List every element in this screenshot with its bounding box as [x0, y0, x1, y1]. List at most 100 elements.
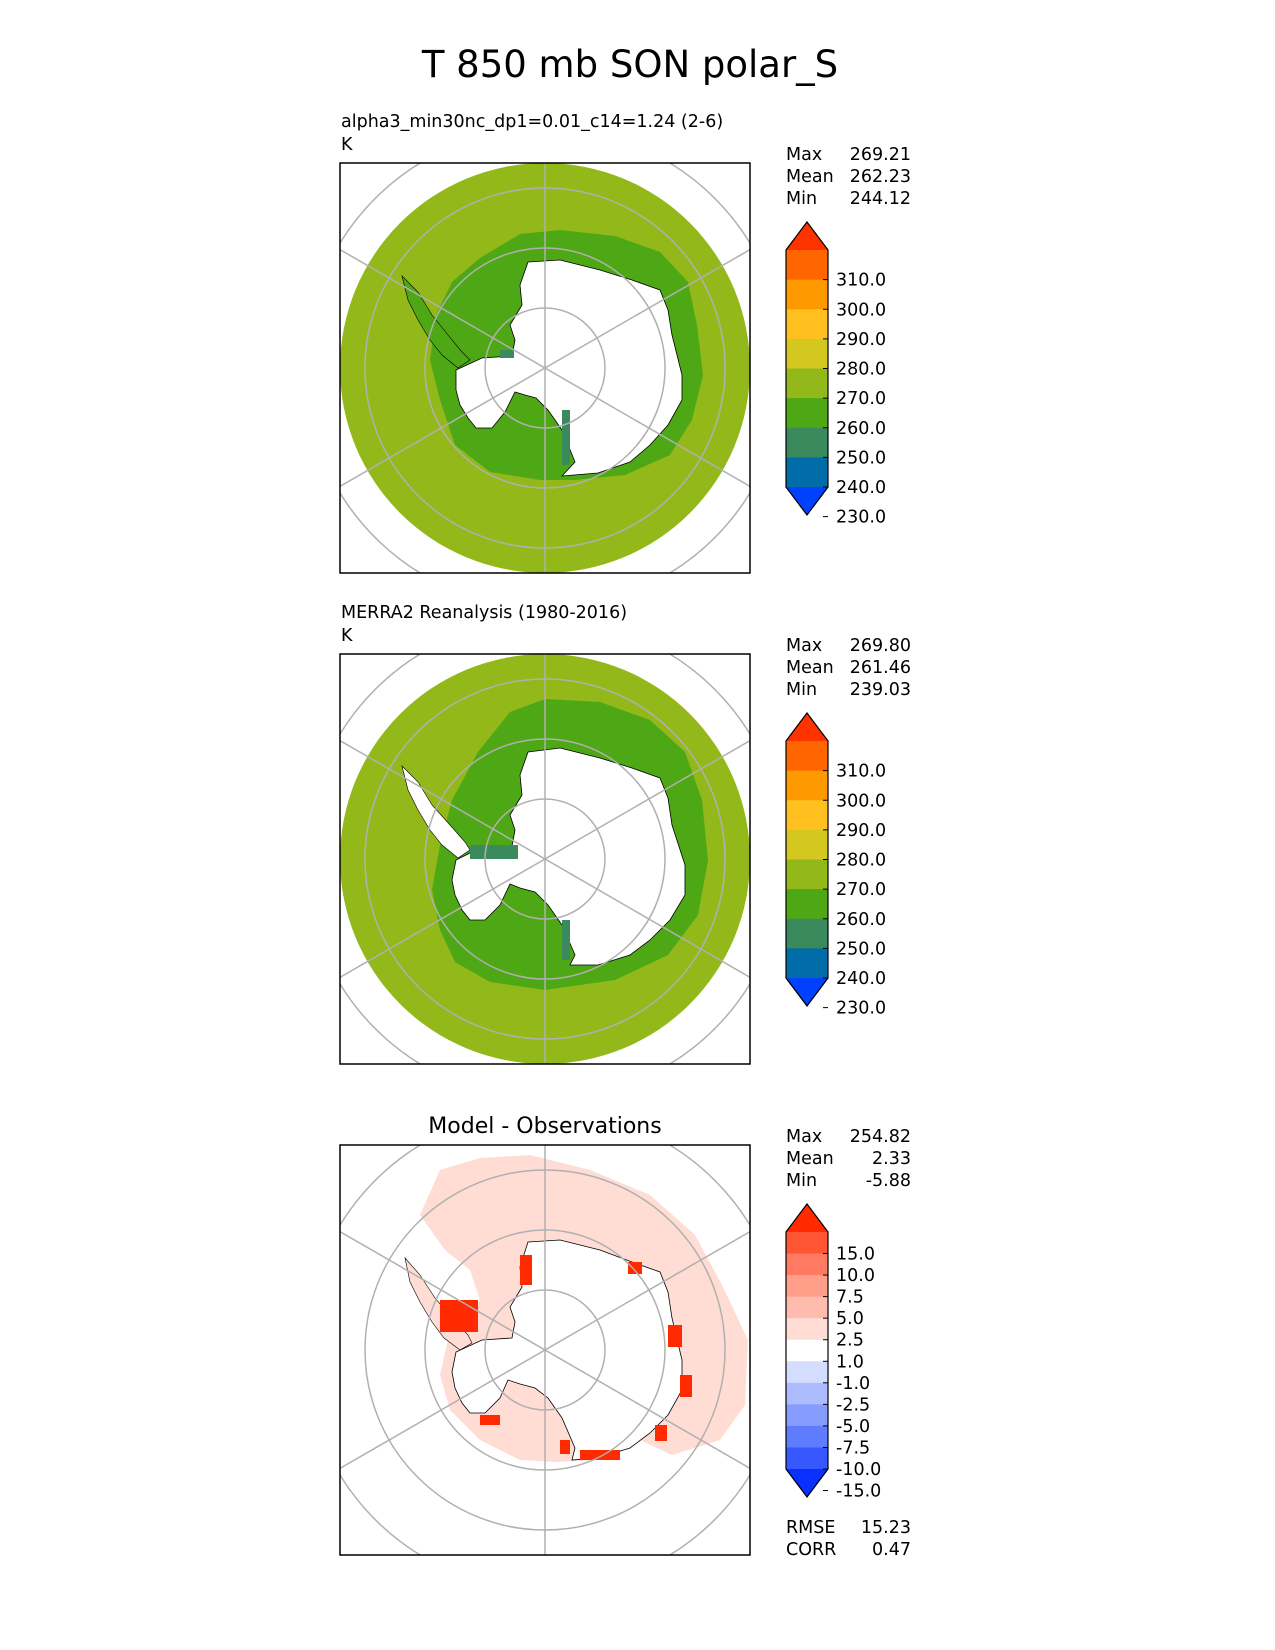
colorbar-tick-label: 310.0 [836, 271, 886, 291]
colorbar-segment [786, 1253, 828, 1276]
stat-max-label: Max [786, 1127, 822, 1147]
metric-corr-label: CORR [786, 1540, 836, 1560]
colorbar-tick-label: 270.0 [836, 389, 886, 409]
panel-observations-colorbar: 310.0 300.0 290.0 280.0 270.0 260.0 250.0 240.0… [785, 712, 886, 1019]
panel-difference: Model - Observations [339, 1114, 911, 1560]
antarctica-landmass [451, 1239, 683, 1461]
stat-mean-value: 261.46 [850, 658, 911, 678]
panel-observations-stats: Max 269.80 Mean 261.46 Min 239.03 [786, 636, 911, 700]
colorbar-tick-label: 240.0 [836, 969, 886, 989]
colorbar-tick-label: 7.5 [836, 1288, 864, 1308]
antarctica-landmass [455, 259, 683, 477]
panel-model-map [340, 163, 750, 573]
colorbar-tick-label: -10.0 [836, 1460, 881, 1480]
colorbar-extend-bottom [786, 487, 828, 515]
panel-model-frame [339, 162, 751, 574]
figure-title: T 850 mb SON polar_S [421, 43, 838, 86]
panel-model-stats: Max 269.21 Mean 262.23 Min 244.12 [786, 145, 911, 209]
stat-max-label: Max [786, 636, 822, 656]
colorbar-extend-top [786, 222, 828, 250]
colorbar-tick-label: 280.0 [836, 851, 886, 871]
panel-difference-stats: Max 254.82 Mean 2.33 Min -5.88 [786, 1127, 911, 1191]
colorbar-segment [786, 250, 828, 281]
colorbar-tick-label: 260.0 [836, 910, 886, 930]
colorbar-extend-bottom [786, 978, 828, 1006]
colorbar-segment [786, 1361, 828, 1384]
map-graticule [340, 654, 750, 1064]
colorbar-segment [786, 800, 828, 831]
colorbar-tick-label: 270.0 [836, 880, 886, 900]
stat-max-label: Max [786, 145, 822, 165]
colorbar-segment [786, 859, 828, 890]
colorbar-tick-label: -7.5 [836, 1438, 870, 1458]
panel-observations-frame [339, 653, 751, 1065]
panel-difference-metrics: RMSE 15.23 CORR 0.47 [786, 1518, 911, 1560]
antarctic-peninsula [401, 275, 471, 369]
metric-corr-value: 0.47 [872, 1540, 911, 1560]
colorbar-segment [786, 770, 828, 801]
colorbar-segment [786, 918, 828, 949]
stat-mean-label: Mean [786, 658, 834, 678]
antarctic-peninsula [401, 765, 471, 859]
cold-spot-2 [562, 920, 570, 960]
map-graticule [340, 1145, 750, 1555]
colorbar-segment [786, 457, 828, 488]
panel-observations-units: K [341, 626, 353, 646]
colorbar-tick-label: 250.0 [836, 939, 886, 959]
colorbar-segment [786, 741, 828, 772]
panel-model-title: alpha3_min30nc_dp1=0.01_c14=1.24 (2-6) [341, 112, 723, 132]
colorbar-tick-label: 310.0 [836, 762, 886, 782]
colorbar-tick-label: 230.0 [836, 508, 886, 528]
colorbar-segment [786, 1318, 828, 1341]
colorbar-tick-label: -1.0 [836, 1374, 870, 1394]
colorbar-tick-label: -5.0 [836, 1417, 870, 1437]
metric-rmse-label: RMSE [786, 1518, 835, 1538]
colorbar-segment [786, 1296, 828, 1319]
panel-difference-map [340, 1145, 750, 1555]
stat-max-value: 269.21 [850, 145, 911, 165]
colorbar-tick-label: 2.5 [836, 1331, 864, 1351]
colorbar-tick-label: 15.0 [836, 1245, 875, 1265]
panel-model: alpha3_min30nc_dp1=0.01_c14=1.24 (2-6) K… [339, 112, 911, 574]
colorbar-segment [786, 889, 828, 920]
colorbar-tick-label: 240.0 [836, 478, 886, 498]
colorbar-tick-label: -2.5 [836, 1395, 870, 1415]
stat-mean-value: 2.33 [872, 1149, 911, 1169]
cold-spot-1 [562, 410, 570, 465]
stat-min-value: 239.03 [850, 680, 911, 700]
colorbar-tick-label: 300.0 [836, 791, 886, 811]
colorbar-segment [786, 338, 828, 369]
colorbar-segment [786, 368, 828, 399]
stat-min-value: 244.12 [850, 189, 911, 209]
cold-spot-2 [500, 350, 514, 358]
colorbar-segment [786, 1425, 828, 1448]
colorbar-outline [785, 221, 829, 516]
colorbar-tick-label: -15.0 [836, 1482, 881, 1502]
colorbar-segment [786, 1275, 828, 1298]
colorbar-tick-label: 1.0 [836, 1352, 864, 1372]
stat-max-value: 269.80 [850, 636, 911, 656]
colorbar-extend-bottom [786, 1469, 828, 1497]
colorbar-segment [786, 309, 828, 340]
panel-observations-title: MERRA2 Reanalysis (1980-2016) [341, 603, 627, 623]
colorbar-segment [786, 1339, 828, 1362]
colorbar-outline [785, 712, 829, 1007]
stat-mean-value: 262.23 [850, 167, 911, 187]
colorbar-tick-label: 290.0 [836, 821, 886, 841]
colorbar-segment [786, 1382, 828, 1405]
colorbar-tick-label: 290.0 [836, 330, 886, 350]
colorbar-tick-label: 10.0 [836, 1266, 875, 1286]
colorbar-tick-label: 260.0 [836, 419, 886, 439]
colorbar-segment [786, 829, 828, 860]
colorbar-extend-top [786, 1204, 828, 1232]
colorbar-tick-label: 250.0 [836, 448, 886, 468]
stat-mean-label: Mean [786, 167, 834, 187]
colorbar-tick-label: 300.0 [836, 300, 886, 320]
panel-difference-frame [339, 1144, 751, 1556]
panel-difference-title: Model - Observations [428, 1114, 661, 1139]
colorbar-segment [786, 398, 828, 429]
panel-observations-map [340, 654, 750, 1064]
stat-min-label: Min [786, 189, 817, 209]
metric-rmse-value: 15.23 [861, 1518, 911, 1538]
cold-spot-1 [470, 845, 518, 859]
